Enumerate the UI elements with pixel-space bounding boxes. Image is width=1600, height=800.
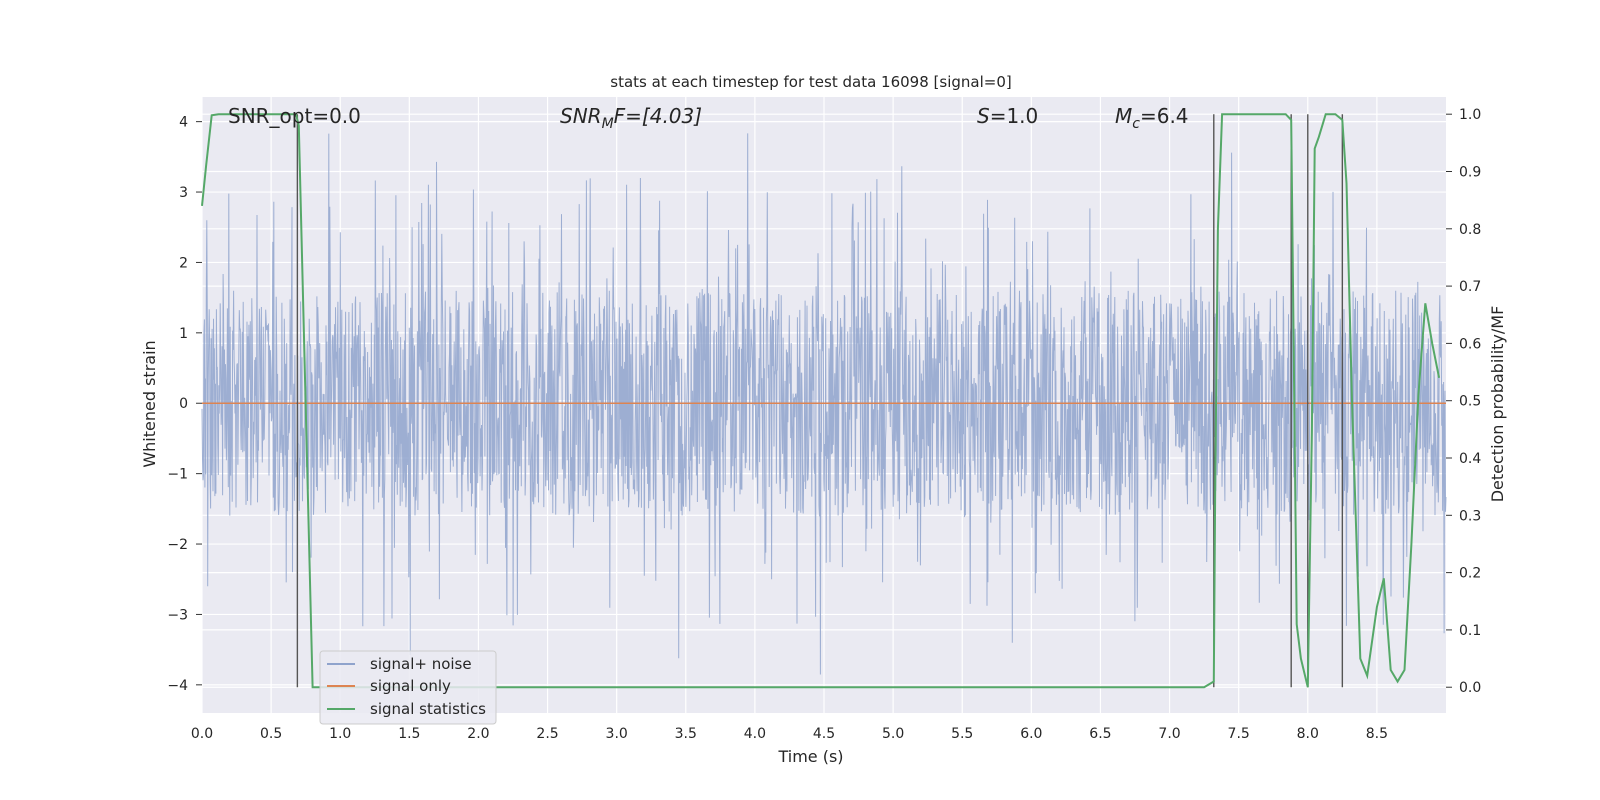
x-tick-label: 7.0 — [1158, 726, 1180, 742]
annotation-mc-sub: c — [1132, 116, 1140, 132]
noise-line — [201, 133, 1447, 675]
y2-tick-label: 0.6 — [1459, 336, 1481, 352]
y2-tick-label: 0.4 — [1459, 451, 1481, 467]
annotation-snr-mf: SNRMF=[4.03] — [560, 104, 702, 132]
legend: signal+ noise signal only signal statist… — [319, 650, 497, 725]
x-tick-label: 4.0 — [744, 726, 766, 742]
chart-title: stats at each timestep for test data 160… — [610, 73, 1011, 91]
annotation-snr-mf-rest: F=[4.03] — [614, 104, 702, 128]
stats-line — [201, 113, 1441, 689]
annotation-mc-rest: =6.4 — [1140, 104, 1189, 128]
signal-statistics-series — [201, 113, 1441, 689]
y-axis-label: Whitened strain — [140, 340, 159, 467]
x-tick-label: 1.0 — [329, 726, 351, 742]
x-tick-label: 2.5 — [536, 726, 558, 742]
x-tick-label: 5.0 — [882, 726, 904, 742]
signal-noise-series — [201, 133, 1447, 675]
x-tick-label: 1.5 — [398, 726, 420, 742]
x-axis-label: Time (s) — [777, 747, 843, 766]
y2-tick-label: 0.3 — [1459, 508, 1481, 524]
y-tick-label: 4 — [179, 115, 188, 131]
y2-tick-label: 0.9 — [1459, 164, 1481, 180]
x-tick-label: 2.0 — [467, 726, 489, 742]
y2-tick-label: 0.1 — [1459, 623, 1481, 639]
y2-tick-label: 0.8 — [1459, 222, 1481, 238]
annotation-s: S=1.0 — [977, 104, 1038, 128]
annotation-s-rest: =1.0 — [990, 104, 1039, 128]
x-tick-label: 6.5 — [1089, 726, 1111, 742]
annotation-snr-mf-sym: SNR — [560, 104, 602, 128]
y-tick-label: −2 — [167, 537, 188, 553]
y2-axis-label: Detection probability/MF — [1488, 306, 1507, 503]
legend-label-stats: signal statistics — [370, 700, 486, 718]
x-tick-label: 6.0 — [1020, 726, 1042, 742]
annotation-snr-opt: SNR_opt=0.0 — [228, 104, 361, 128]
annotation-mc-sym: M — [1115, 104, 1132, 128]
y-tick-label: 1 — [179, 326, 188, 342]
x-tick-label: 0.5 — [260, 726, 282, 742]
y2-tick-label: 1.0 — [1459, 107, 1481, 123]
x-tick-label: 5.5 — [951, 726, 973, 742]
legend-label-signal: signal only — [370, 677, 451, 695]
x-tick-label: 3.5 — [675, 726, 697, 742]
x-axis-ticks: 0.0 0.5 1.0 1.5 2.0 2.5 3.0 3.5 4.0 4.5 5.0 5.5 6.0 6… — [191, 726, 1388, 742]
x-tick-label: 8.5 — [1366, 726, 1388, 742]
annotation-s-sym: S — [977, 104, 990, 128]
y-tick-label: 2 — [179, 255, 188, 271]
y-tick-label: −4 — [167, 678, 188, 694]
y2-tick-label: 0.5 — [1459, 394, 1481, 410]
y2-tick-label: 0.2 — [1459, 566, 1481, 582]
y-tick-label: 3 — [179, 185, 188, 201]
legend-label-noise: signal+ noise — [370, 655, 472, 673]
y2-tick-label: 0.7 — [1459, 279, 1481, 295]
x-tick-label: 4.5 — [813, 726, 835, 742]
annotation-mc: Mc=6.4 — [1115, 104, 1189, 132]
x-tick-label: 0.0 — [191, 726, 213, 742]
y2-axis-ticks: 1.0 0.9 0.8 0.7 0.6 0.5 0.4 0.3 0.2 0.1 0.0 — [1446, 107, 1481, 696]
y-tick-label: −3 — [167, 607, 188, 623]
y2-tick-label: 0.0 — [1459, 680, 1481, 696]
x-tick-label: 7.5 — [1228, 726, 1250, 742]
y-tick-label: −1 — [167, 467, 188, 483]
x-tick-label: 8.0 — [1297, 726, 1319, 742]
y-axis-ticks: 4 3 2 1 0 −1 −2 −3 −4 — [167, 115, 202, 694]
annotation-snr-mf-sub: M — [602, 116, 614, 132]
x-tick-label: 3.0 — [606, 726, 628, 742]
y-tick-label: 0 — [179, 396, 188, 412]
